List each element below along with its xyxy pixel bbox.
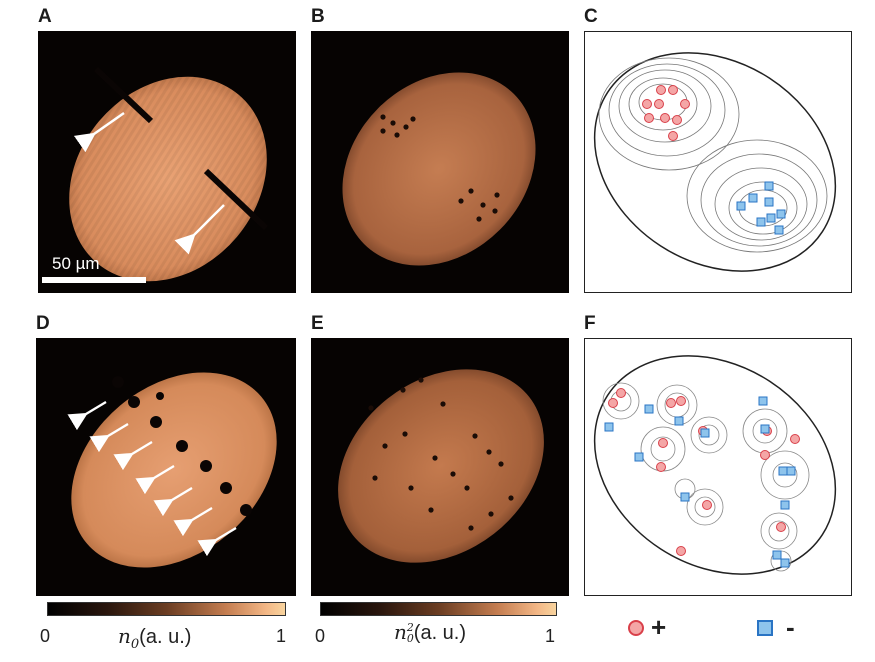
arrow-icon [113, 441, 153, 471]
colorbar-n0sq-max: 1 [545, 626, 556, 646]
legend-negative-label: - [786, 612, 795, 642]
positive-vortex-cluster [642, 85, 690, 141]
arrow-icon [89, 423, 129, 453]
vortex-scatter [368, 377, 514, 531]
streamline-group [598, 57, 828, 253]
vortex-row [112, 376, 252, 516]
panel-label-e: E [311, 313, 324, 334]
panel-label-d: D [36, 313, 50, 334]
panel-label-f: F [584, 313, 596, 334]
panel-a-density-image [38, 31, 296, 293]
arrow-icon [153, 487, 193, 517]
vortex-cluster [380, 114, 500, 222]
arrow-icon [197, 527, 237, 557]
colorbar-n0sq-min: 0 [315, 626, 326, 646]
colorbar-n0-squared [320, 602, 557, 616]
panel-e-density-image [311, 338, 569, 596]
colorbar-n0sq-label: n 2 0 (a. u.) [394, 620, 467, 645]
negative-vortices [604, 396, 796, 568]
colorbar-n0 [47, 602, 286, 616]
panel-d-density-image [36, 338, 296, 596]
arrow-icon [173, 507, 213, 537]
panel-b-density-image [311, 31, 569, 293]
scale-bar-label: 50 µm [52, 254, 100, 273]
colorbar-n0-min: 0 [40, 626, 51, 646]
arrow-icon [67, 401, 107, 431]
colorbar-n0-max: 1 [276, 626, 287, 646]
streamline-group [602, 382, 810, 572]
legend-positive-label: + [651, 612, 667, 642]
negative-vortex-cluster [736, 181, 786, 235]
barrier-slit [93, 66, 154, 124]
arrow-icon [73, 111, 125, 153]
arrow-icon [135, 465, 175, 495]
panel-c-streamlines [584, 31, 852, 293]
panel-label-b: B [311, 6, 325, 27]
arrow-icon [174, 204, 225, 255]
panel-label-a: A [38, 6, 52, 27]
panel-label-c: C [584, 6, 598, 27]
scale-bar [42, 277, 146, 283]
panel-f-streamlines [584, 338, 852, 596]
colorbar-n0-label: n0(a. u.) [118, 624, 192, 652]
negative-vortex-icon [757, 620, 773, 636]
positive-vortex-icon [628, 620, 644, 636]
barrier-slit [203, 168, 269, 231]
